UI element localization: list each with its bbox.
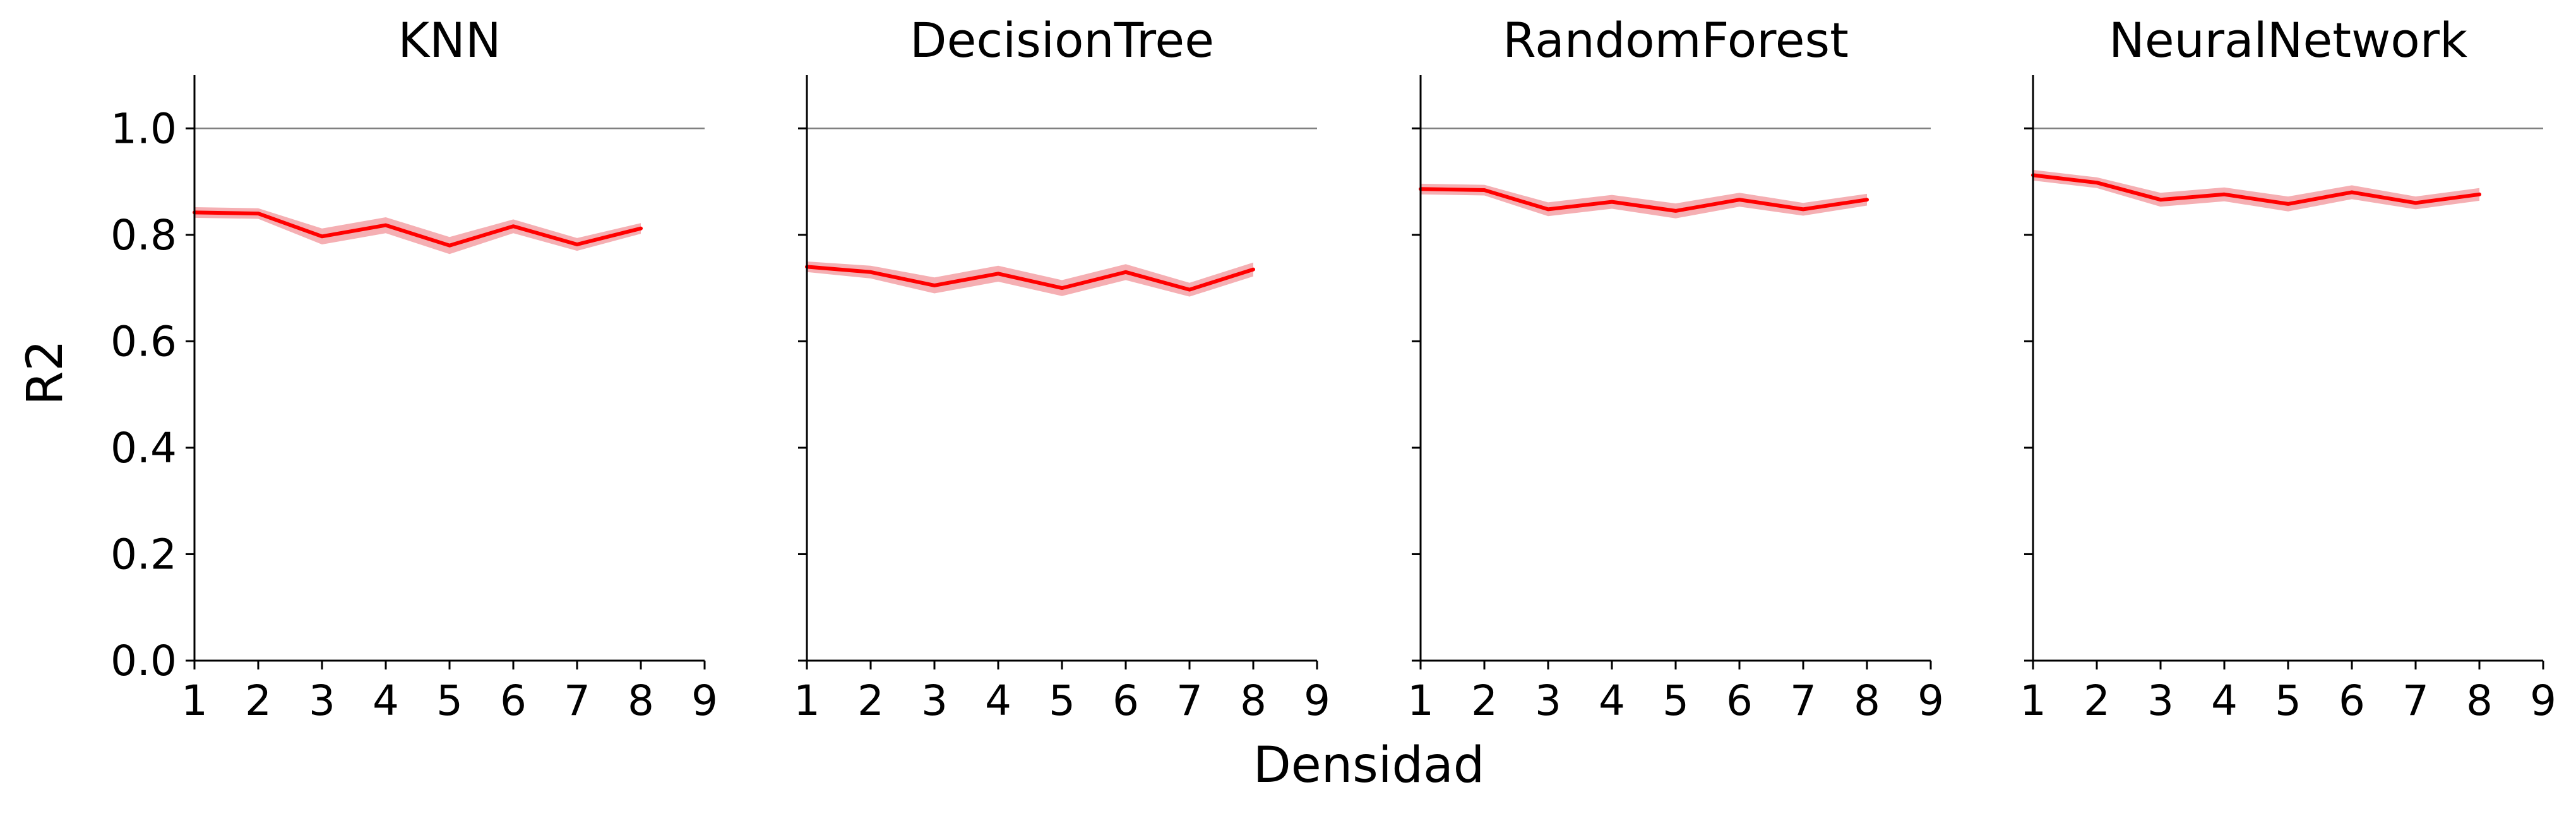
- y-axis-label: R2: [17, 340, 74, 405]
- x-tick-label: 5: [2275, 676, 2301, 725]
- x-tick-label: 4: [985, 676, 1011, 725]
- panel-title: KNN: [398, 12, 501, 68]
- x-tick-label: 9: [2530, 676, 2556, 725]
- x-tick-label: 9: [1917, 676, 1944, 725]
- x-tick-label: 7: [1790, 676, 1816, 725]
- x-tick-label: 7: [1176, 676, 1203, 725]
- x-tick-label: 6: [2339, 676, 2365, 725]
- y-tick-label: 0.8: [110, 211, 177, 260]
- x-tick-label: 2: [1471, 676, 1498, 725]
- x-tick-label: 9: [691, 676, 718, 725]
- y-tick-label: 1.0: [110, 104, 177, 153]
- x-tick-label: 8: [628, 676, 654, 725]
- x-tick-label: 1: [2020, 676, 2046, 725]
- y-tick-label: 0.4: [110, 424, 177, 472]
- y-tick-label: 0.2: [110, 530, 177, 579]
- x-tick-label: 3: [2147, 676, 2174, 725]
- x-tick-label: 3: [921, 676, 948, 725]
- x-tick-label: 3: [309, 676, 335, 725]
- x-axis-label: Densidad: [1253, 737, 1485, 794]
- y-tick-label: 0.6: [110, 317, 177, 366]
- x-tick-label: 9: [1304, 676, 1330, 725]
- x-tick-label: 2: [857, 676, 884, 725]
- x-tick-label: 6: [1112, 676, 1139, 725]
- x-tick-label: 8: [1854, 676, 1880, 725]
- panel-title: NeuralNetwork: [2109, 12, 2467, 68]
- x-tick-label: 1: [181, 676, 208, 725]
- confidence-band: [1421, 184, 1867, 219]
- x-tick-label: 3: [1535, 676, 1561, 725]
- x-tick-label: 6: [1726, 676, 1753, 725]
- confidence-band: [2033, 170, 2479, 212]
- x-tick-label: 5: [436, 676, 463, 725]
- x-tick-label: 7: [2402, 676, 2429, 725]
- y-tick-label: 0.0: [110, 637, 177, 685]
- x-tick-label: 4: [1599, 676, 1625, 725]
- x-tick-label: 4: [373, 676, 399, 725]
- x-tick-label: 4: [2211, 676, 2238, 725]
- x-tick-label: 8: [1240, 676, 1267, 725]
- panel-title: DecisionTree: [910, 12, 1214, 68]
- x-tick-label: 5: [1662, 676, 1689, 725]
- x-tick-label: 5: [1049, 676, 1075, 725]
- panel-title: RandomForest: [1503, 12, 1849, 68]
- x-tick-label: 1: [1407, 676, 1434, 725]
- x-tick-label: 8: [2466, 676, 2493, 725]
- x-tick-label: 7: [564, 676, 590, 725]
- x-tick-label: 1: [794, 676, 820, 725]
- x-tick-label: 2: [2084, 676, 2110, 725]
- x-tick-label: 2: [245, 676, 271, 725]
- x-tick-label: 6: [500, 676, 527, 725]
